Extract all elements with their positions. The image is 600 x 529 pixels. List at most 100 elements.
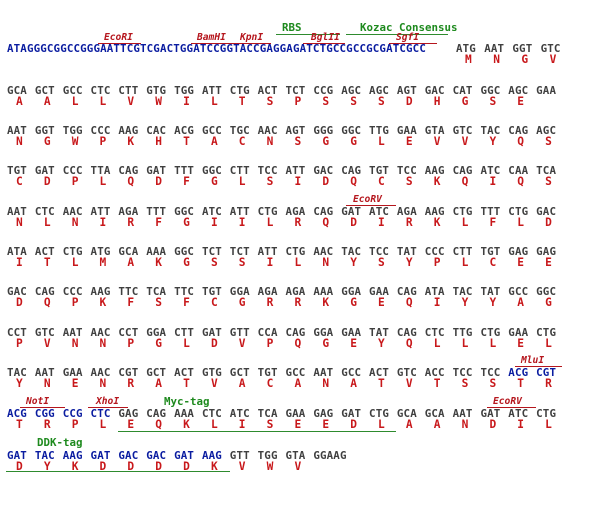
rbs-label-line: [276, 34, 340, 35]
amino-acid: W: [155, 95, 162, 108]
amino-acid: Q: [461, 175, 469, 188]
amino-acid: F: [127, 296, 135, 309]
codon: TCC: [452, 366, 473, 379]
amino-acid: E: [71, 377, 79, 390]
codon: GAC: [424, 84, 445, 97]
codon: ATG: [456, 42, 476, 55]
codon: CCG: [62, 407, 83, 420]
amino-acid: I: [433, 296, 441, 309]
amino-acid: V: [549, 53, 557, 66]
codon: ACG: [7, 407, 27, 420]
codon: TGT: [369, 164, 389, 177]
codon: AAG: [62, 449, 83, 462]
amino-acid: L: [461, 216, 469, 229]
codon: CTG: [285, 245, 306, 258]
amino-acid: R: [266, 296, 274, 309]
amino-acid: S: [489, 95, 497, 108]
kozac-label-line: [346, 34, 448, 35]
amino-acid: I: [99, 216, 107, 229]
codon: CGT: [536, 366, 557, 379]
amino-acid: A: [405, 418, 413, 431]
codon: CAG: [285, 326, 306, 339]
codon: GAT: [341, 205, 362, 218]
codon: TCT: [229, 245, 250, 258]
amino-acid: A: [210, 135, 218, 148]
amino-acid: F: [155, 216, 162, 229]
amino-acid: C: [210, 296, 218, 309]
codon: CTG: [229, 84, 250, 97]
bglii-site: BglII: [311, 32, 340, 43]
codon: GCA: [424, 407, 445, 420]
amino-acid: F: [183, 175, 190, 188]
amino-acid: I: [294, 175, 302, 188]
amino-acid: C: [266, 377, 274, 390]
codon: CAG: [146, 407, 167, 420]
amino-acid: G: [155, 337, 162, 350]
amino-acid: S: [545, 135, 552, 148]
codon: CTG: [257, 205, 278, 218]
codon: GGA: [229, 285, 250, 298]
codon: ATT: [285, 164, 306, 177]
amino-acid: E: [517, 95, 525, 108]
amino-acid: I: [238, 216, 246, 229]
codon: AAT: [313, 366, 334, 379]
amino-acid: Y: [489, 135, 497, 148]
codon: ATC: [229, 407, 250, 420]
codon: ACT: [257, 84, 278, 97]
codon: AGC: [536, 124, 557, 137]
amino-acid: L: [43, 216, 51, 229]
codon: AAC: [90, 326, 111, 339]
amino-acid: D: [155, 460, 162, 473]
amino-acid: I: [183, 95, 190, 108]
amino-acid: I: [16, 256, 23, 269]
amino-acid: L: [461, 337, 469, 350]
codon: ACT: [174, 366, 195, 379]
amino-acid: R: [545, 377, 552, 390]
amino-acid: F: [183, 296, 190, 309]
codon: CAG: [313, 205, 334, 218]
codon: TAC: [34, 449, 55, 462]
amino-acid: Q: [517, 135, 525, 148]
amino-acid: T: [378, 377, 385, 390]
amino-acid: G: [183, 256, 190, 269]
codon: ATC: [508, 407, 529, 420]
amino-acid: S: [210, 256, 218, 269]
amino-acid: K: [183, 418, 190, 431]
codon: GAA: [536, 84, 557, 97]
codon: AAG: [201, 449, 222, 462]
amino-acid: Q: [517, 175, 525, 188]
codon: AAC: [313, 245, 334, 258]
codon: TGG: [174, 84, 195, 97]
amino-acid: R: [294, 296, 302, 309]
codon: CAG: [34, 285, 55, 298]
amino-acid: L: [545, 418, 552, 431]
codon: TAT: [369, 326, 389, 339]
codon: TTT: [480, 205, 501, 218]
amino-acid: E: [517, 337, 525, 350]
amino-acid: S: [378, 256, 385, 269]
amino-acid: Q: [322, 216, 330, 229]
codon: CAA: [508, 164, 529, 177]
codon: TGG: [62, 124, 83, 137]
codon: CTT: [118, 84, 139, 97]
amino-acid: Y: [378, 337, 385, 350]
amino-acid: A: [433, 418, 441, 431]
amino-acid: G: [238, 296, 246, 309]
codon: CTT: [174, 326, 195, 339]
ddk-tag-label-line: [6, 471, 230, 472]
codon: GAC: [536, 205, 557, 218]
amino-acid: S: [266, 418, 274, 431]
codon: GGA: [313, 326, 334, 339]
amino-acid: G: [322, 337, 330, 350]
amino-acid: Q: [155, 418, 162, 431]
codon: AAC: [257, 124, 278, 137]
codon: GAC: [146, 449, 167, 462]
amino-acid: G: [43, 135, 51, 148]
amino-acid: D: [350, 216, 357, 229]
codon: CTG: [508, 205, 529, 218]
codon: GGC: [174, 245, 195, 258]
codon: CAG: [396, 285, 417, 298]
ecorv-site-1-underline: [346, 205, 396, 206]
codon: GAG: [313, 407, 334, 420]
amino-acid: D: [489, 418, 497, 431]
